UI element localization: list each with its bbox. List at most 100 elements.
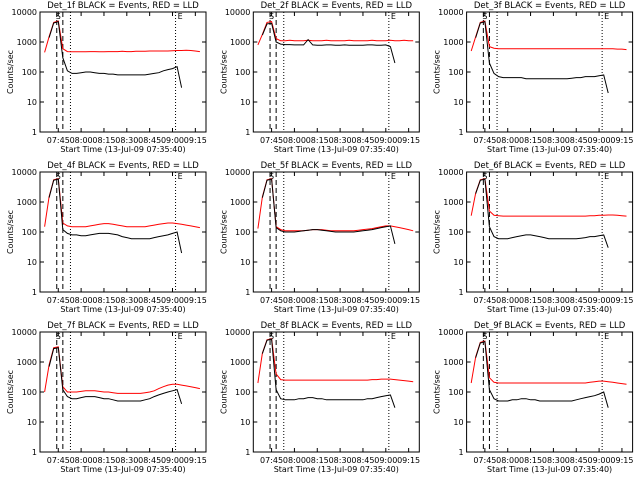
x-tick-label: 08:30	[329, 296, 352, 305]
chart-title: Det_8f BLACK = Events, RED = LLD	[261, 321, 413, 331]
x-tick-label: 09:00	[374, 456, 397, 465]
series-line	[48, 178, 183, 254]
x-tick-label: 07:45	[260, 296, 283, 305]
y-tick-label: 10	[27, 98, 37, 107]
series-line	[257, 338, 414, 384]
series-line	[261, 338, 396, 408]
y-tick-label: 100	[448, 388, 463, 397]
x-tick-label: 07:45	[260, 456, 283, 465]
x-tick-label: 09:15	[184, 456, 207, 465]
x-tick-label: 09:00	[374, 136, 397, 145]
panel: Det_3f BLACK = Events, RED = LLD Start Ti…	[433, 1, 634, 154]
series-line	[470, 20, 627, 52]
y-tick-label: 1	[32, 288, 37, 297]
y-tick-label: 10	[27, 258, 37, 267]
series-line	[44, 346, 201, 394]
y-tick-label: 100	[235, 228, 250, 237]
x-tick-label: 09:15	[397, 136, 420, 145]
y-tick-label: 1000	[230, 38, 250, 47]
x-tick-label: 08:15	[519, 136, 542, 145]
x-axis-label: Start Time (13-Jul-09 07:35:40)	[60, 465, 185, 474]
panel: Det_1f BLACK = Events, RED = LLD Start Ti…	[6, 1, 207, 154]
plot-frame	[466, 171, 634, 293]
x-tick-label: 09:15	[610, 136, 633, 145]
marker-label: S	[269, 172, 274, 181]
x-tick-label: 09:15	[184, 136, 207, 145]
marker-label: S	[482, 332, 487, 341]
marker-label: S	[482, 172, 487, 181]
y-tick-label: 10	[240, 98, 250, 107]
x-tick-label: 08:30	[542, 136, 565, 145]
y-tick-label: 10000	[225, 168, 250, 177]
y-tick-label: 1000	[17, 198, 37, 207]
marker-label: E	[178, 172, 183, 181]
y-tick-label: 100	[235, 388, 250, 397]
series-line	[257, 178, 414, 232]
y-axis-label: Counts/sec	[433, 370, 442, 414]
x-axis-label: Start Time (13-Jul-09 07:35:40)	[487, 465, 612, 474]
y-tick-label: 1	[32, 128, 37, 137]
y-tick-label: 100	[235, 68, 250, 77]
panel: Det_4f BLACK = Events, RED = LLD Start Ti…	[6, 161, 207, 314]
y-tick-label: 10000	[12, 8, 37, 17]
marker-label: S	[482, 12, 487, 21]
series-line	[475, 340, 609, 408]
marker-label: E	[604, 12, 609, 21]
marker-label: S	[56, 332, 61, 341]
plot-frame	[39, 171, 207, 293]
chart-title: Det_1f BLACK = Events, RED = LLD	[47, 1, 199, 11]
x-tick-label: 08:30	[115, 456, 138, 465]
x-tick-label: 09:15	[610, 296, 633, 305]
x-axis-label: Start Time (13-Jul-09 07:35:40)	[60, 305, 185, 314]
panel: Det_7f BLACK = Events, RED = LLD Start Ti…	[6, 321, 207, 474]
x-tick-label: 09:00	[374, 296, 397, 305]
x-tick-label: 08:00	[283, 296, 306, 305]
y-tick-label: 10	[453, 258, 463, 267]
x-tick-label: 08:45	[138, 136, 161, 145]
x-tick-label: 08:45	[138, 296, 161, 305]
x-tick-label: 08:00	[496, 296, 519, 305]
series-line	[257, 21, 414, 46]
x-tick-label: 08:15	[306, 456, 329, 465]
y-tick-label: 10	[240, 418, 250, 427]
x-tick-label: 09:00	[588, 136, 611, 145]
marker-label: S	[269, 332, 274, 341]
x-tick-label: 09:00	[161, 136, 184, 145]
y-axis-label: Counts/sec	[6, 210, 15, 254]
y-tick-label: 10000	[12, 328, 37, 337]
y-tick-label: 1	[245, 288, 250, 297]
y-tick-label: 100	[448, 68, 463, 77]
y-axis-label: Counts/sec	[219, 370, 228, 414]
y-tick-label: 10000	[225, 328, 250, 337]
y-tick-label: 1000	[443, 198, 463, 207]
x-axis-label: Start Time (13-Jul-09 07:35:40)	[274, 305, 399, 314]
x-tick-label: 09:00	[161, 456, 184, 465]
chart-title: Det_2f BLACK = Events, RED = LLD	[261, 1, 413, 11]
plot-frame	[252, 171, 420, 293]
series-line	[475, 20, 609, 94]
x-tick-label: 08:30	[329, 456, 352, 465]
plot-frame	[466, 331, 634, 453]
x-tick-label: 09:15	[610, 456, 633, 465]
plot-frame	[466, 11, 634, 133]
series-line	[48, 20, 183, 88]
x-tick-label: 08:45	[138, 456, 161, 465]
x-tick-label: 08:30	[329, 136, 352, 145]
marker-label: E	[604, 332, 609, 341]
chart-title: Det_5f BLACK = Events, RED = LLD	[261, 161, 413, 171]
x-tick-label: 09:15	[184, 296, 207, 305]
y-tick-label: 1000	[230, 358, 250, 367]
panel: Det_2f BLACK = Events, RED = LLD Start Ti…	[219, 1, 420, 154]
x-tick-label: 08:45	[565, 456, 588, 465]
x-tick-label: 08:00	[70, 296, 93, 305]
y-tick-label: 1	[245, 448, 250, 457]
y-tick-label: 10	[453, 418, 463, 427]
x-tick-label: 08:30	[115, 136, 138, 145]
y-tick-label: 1000	[230, 198, 250, 207]
x-tick-label: 09:15	[397, 456, 420, 465]
y-tick-label: 1	[459, 288, 464, 297]
x-tick-label: 08:15	[92, 136, 115, 145]
x-tick-label: 07:45	[47, 136, 70, 145]
panel: Det_6f BLACK = Events, RED = LLD Start Ti…	[433, 161, 634, 314]
